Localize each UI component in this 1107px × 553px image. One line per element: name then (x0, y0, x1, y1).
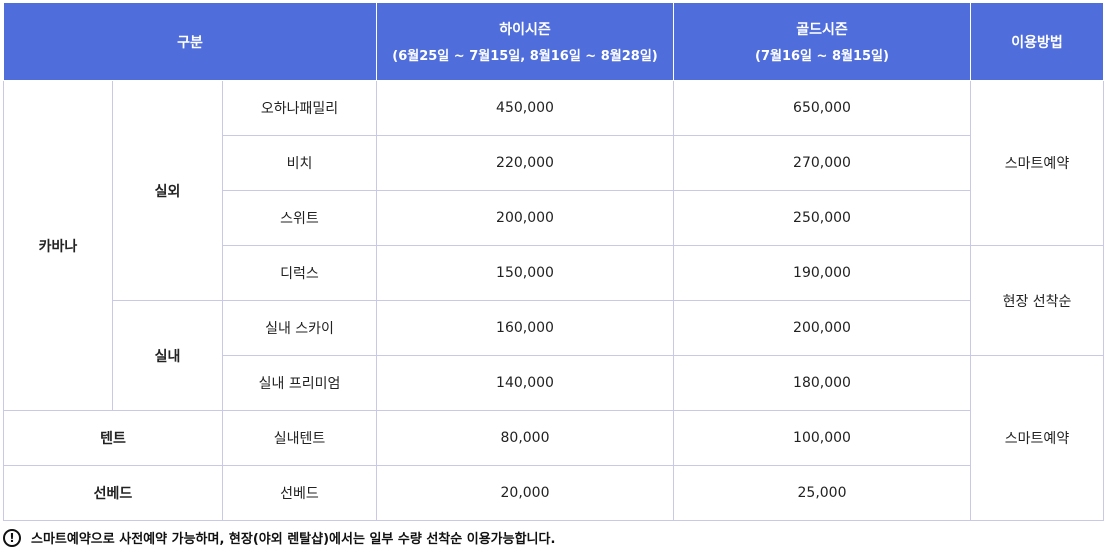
high-price: 20,000 (376, 465, 674, 521)
table-row: 텐트 실내텐트 80,000 100,000 (3, 410, 1104, 466)
table-row: 비치 220,000 270,000 (4, 135, 1104, 191)
usage-onsite: 현장 선착순 (970, 245, 1104, 356)
high-price: 450,000 (376, 80, 674, 136)
item-name: 실내텐트 (222, 410, 377, 466)
item-name: 스위트 (222, 190, 377, 246)
high-season-period: (6월25일 ~ 7월15일, 8월16일 ~ 8월28일) (392, 49, 658, 64)
notice-text: 스마트예약으로 사전예약 가능하며, 현장(야외 렌탈샵)에서는 일부 수량 선… (31, 532, 556, 547)
table-header-row: 구분 하이시즌 (6월25일 ~ 7월15일, 8월16일 ~ 8월28일) 골… (3, 2, 1104, 81)
gold-price: 270,000 (673, 135, 971, 191)
table-row: 디럭스 150,000 190,000 현장 선착순 (4, 245, 1104, 356)
gold-season-period: (7월16일 ~ 8월15일) (755, 49, 889, 64)
gold-price: 250,000 (673, 190, 971, 246)
table-row: 실내 실내 스카이 160,000 200,000 (4, 300, 1104, 411)
subgroup-outdoor: 실외 (112, 80, 223, 301)
gold-season-title: 골드시즌 (796, 22, 848, 38)
gold-price: 100,000 (673, 410, 971, 466)
header-category: 구분 (3, 2, 377, 81)
exclamation-circle-icon: ! (3, 528, 21, 547)
table-row: 카바나 실외 오하나패밀리 450,000 650,000 스마트예약 (3, 80, 1104, 411)
high-price: 140,000 (376, 355, 674, 411)
table-row: 실내 프리미엄 140,000 180,000 스마트예약 (4, 355, 1104, 521)
gold-price: 200,000 (673, 300, 971, 356)
item-name: 선베드 (222, 465, 377, 521)
header-usage: 이용방법 (970, 2, 1104, 81)
item-name: 실내 스카이 (222, 300, 377, 356)
usage-smart-reservation: 스마트예약 (970, 355, 1104, 521)
gold-price: 190,000 (673, 245, 971, 301)
notice: ! 스마트예약으로 사전예약 가능하며, 현장(야외 렌탈샵)에서는 일부 수량… (3, 528, 555, 547)
group-cabana: 카바나 (3, 80, 113, 411)
table-row: 스위트 200,000 250,000 (4, 190, 1104, 246)
high-price: 150,000 (376, 245, 674, 301)
high-price: 200,000 (376, 190, 674, 246)
high-price: 160,000 (376, 300, 674, 356)
item-name: 비치 (222, 135, 377, 191)
high-season-title: 하이시즌 (499, 22, 551, 38)
gold-price: 180,000 (673, 355, 971, 411)
item-name: 오하나패밀리 (222, 80, 377, 136)
gold-price: 650,000 (673, 80, 971, 136)
gold-price: 25,000 (673, 465, 971, 521)
usage-smart-reservation: 스마트예약 (970, 80, 1104, 246)
item-name: 디럭스 (222, 245, 377, 301)
group-sunbed: 선베드 (3, 465, 223, 521)
price-table: 구분 하이시즌 (6월25일 ~ 7월15일, 8월16일 ~ 8월28일) 골… (3, 2, 1104, 521)
subgroup-indoor: 실내 (112, 300, 223, 411)
high-price: 220,000 (376, 135, 674, 191)
header-high-season: 하이시즌 (6월25일 ~ 7월15일, 8월16일 ~ 8월28일) (376, 2, 674, 81)
header-gold-season: 골드시즌 (7월16일 ~ 8월15일) (673, 2, 971, 81)
group-tent: 텐트 (3, 410, 223, 466)
high-price: 80,000 (376, 410, 674, 466)
item-name: 실내 프리미엄 (222, 355, 377, 411)
table-row: 선베드 선베드 20,000 25,000 (3, 465, 1104, 521)
